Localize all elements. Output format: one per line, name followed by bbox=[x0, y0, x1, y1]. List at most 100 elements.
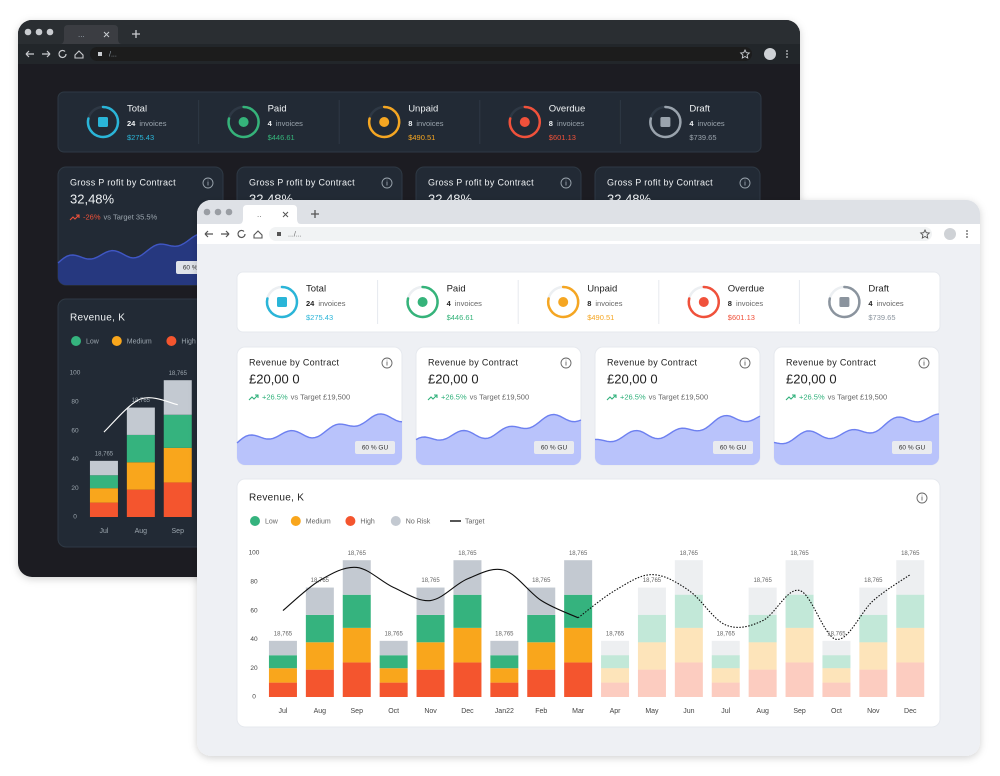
info-icon[interactable] bbox=[916, 492, 928, 504]
summary-amount: $275.43 bbox=[127, 133, 154, 142]
invoice-count: 4 bbox=[447, 299, 452, 308]
chart-title: Revenue, K bbox=[249, 493, 304, 504]
bar-segment bbox=[126, 434, 155, 463]
profile-avatar[interactable] bbox=[944, 228, 956, 240]
bookmark-star[interactable] bbox=[919, 228, 931, 239]
bar-label: 18,765 bbox=[643, 578, 662, 584]
address-field[interactable] bbox=[90, 47, 752, 61]
info-icon[interactable] bbox=[202, 177, 214, 189]
info-icon[interactable] bbox=[381, 357, 393, 369]
bar-segment bbox=[674, 627, 703, 663]
bookmark-star[interactable] bbox=[739, 48, 751, 59]
x-tick-label: Oct bbox=[388, 708, 399, 715]
back-button[interactable] bbox=[204, 230, 213, 238]
menu-dot bbox=[786, 50, 788, 52]
summary-icon bbox=[558, 297, 569, 307]
invoice-count: 4 bbox=[868, 299, 873, 308]
y-tick-label: 20 bbox=[71, 485, 79, 492]
profile-avatar[interactable] bbox=[764, 48, 776, 60]
legend-marker bbox=[71, 336, 81, 346]
lock-icon bbox=[98, 52, 102, 56]
bar-label: 18,765 bbox=[274, 631, 293, 637]
x-tick-label: Mar bbox=[572, 708, 585, 715]
tab-close[interactable] bbox=[282, 211, 289, 218]
x-tick-label: Sep bbox=[793, 708, 806, 715]
trend-icon bbox=[427, 394, 438, 401]
back-button[interactable] bbox=[25, 50, 34, 58]
invoice-unit: invoices bbox=[276, 119, 303, 128]
home-button[interactable] bbox=[253, 230, 263, 239]
invoice-unit: invoices bbox=[698, 119, 725, 128]
invoice-count: 8 bbox=[549, 119, 553, 128]
tab[interactable]: .. bbox=[239, 205, 301, 224]
summary-amount: $446.61 bbox=[447, 313, 474, 322]
bar-segment bbox=[674, 662, 703, 697]
summary-amount: $739.65 bbox=[689, 133, 716, 142]
summary-count: 24 invoices bbox=[306, 299, 346, 308]
summary-count: 24 invoices bbox=[127, 119, 167, 128]
forward-button[interactable] bbox=[221, 230, 230, 238]
reload-button[interactable] bbox=[237, 229, 246, 239]
bar-segment bbox=[126, 462, 155, 490]
legend-label: Low bbox=[86, 338, 100, 345]
target-line bbox=[103, 397, 178, 433]
bar-label: 18,765 bbox=[864, 578, 883, 584]
info-icon[interactable] bbox=[381, 177, 393, 189]
summary-icon bbox=[98, 117, 108, 127]
bar-segment bbox=[379, 668, 408, 683]
info-icon[interactable] bbox=[560, 357, 572, 369]
bar-label: 18,765 bbox=[132, 398, 151, 404]
legend-marker bbox=[345, 516, 356, 526]
bar-segment bbox=[601, 655, 630, 669]
x-tick-label: Sep bbox=[172, 528, 185, 535]
bar-label: 18,765 bbox=[680, 551, 699, 557]
invoice-unit: invoices bbox=[318, 299, 345, 308]
summary-count: 4 invoices bbox=[689, 119, 725, 128]
tab-close[interactable] bbox=[103, 31, 110, 38]
bar-segment bbox=[453, 662, 482, 697]
card-title: Gross P rofit by Contract bbox=[249, 177, 355, 187]
summary-icon bbox=[660, 117, 671, 127]
info-icon[interactable] bbox=[739, 177, 751, 189]
trend-value: +26.5% bbox=[262, 392, 288, 401]
forward-button[interactable] bbox=[42, 50, 51, 58]
bar-segment bbox=[896, 627, 925, 663]
x-tick-label: Apr bbox=[610, 708, 622, 715]
bar-segment bbox=[637, 587, 666, 615]
tab[interactable]: ... bbox=[60, 25, 122, 44]
bar-segment bbox=[490, 640, 519, 656]
trend-icon bbox=[69, 214, 80, 221]
bar-segment bbox=[268, 640, 297, 656]
info-icon[interactable] bbox=[918, 357, 930, 369]
info-icon[interactable] bbox=[560, 177, 572, 189]
summary-icon bbox=[698, 297, 709, 307]
bar-segment bbox=[859, 669, 888, 697]
bar-label: 18,765 bbox=[753, 578, 772, 584]
invoice-unit: invoices bbox=[416, 119, 443, 128]
bar-segment bbox=[711, 640, 740, 656]
bar-label: 18,765 bbox=[790, 551, 809, 557]
invoice-unit: invoices bbox=[557, 119, 584, 128]
card-trend: +26.5% vs Target £19,500 bbox=[620, 392, 708, 401]
info-icon[interactable] bbox=[739, 357, 751, 369]
home-button[interactable] bbox=[74, 50, 84, 59]
summary-icon bbox=[379, 117, 390, 127]
bar-label: 18,765 bbox=[606, 631, 625, 637]
legend-label: Target bbox=[465, 518, 485, 525]
address-field[interactable] bbox=[269, 227, 932, 241]
card-sparkline bbox=[57, 233, 224, 264]
tab-title: ... bbox=[78, 30, 85, 39]
bar-segment bbox=[268, 668, 297, 683]
reload-button[interactable] bbox=[58, 49, 67, 59]
kpi-card: Revenue by Contract £20,00 0 +26.5% vs Targ… bbox=[594, 346, 761, 466]
legend-label: Medium bbox=[127, 338, 152, 345]
new-tab[interactable] bbox=[311, 210, 319, 218]
card-trend: +26.5% vs Target £19,500 bbox=[441, 392, 529, 401]
legend-marker bbox=[111, 336, 122, 346]
card-tag-bg bbox=[355, 441, 395, 454]
new-tab[interactable] bbox=[132, 30, 140, 38]
y-tick-label: 40 bbox=[71, 456, 79, 463]
x-tick-label: Aug bbox=[314, 708, 327, 715]
bar-segment bbox=[785, 662, 814, 697]
bar-segment bbox=[305, 642, 334, 670]
